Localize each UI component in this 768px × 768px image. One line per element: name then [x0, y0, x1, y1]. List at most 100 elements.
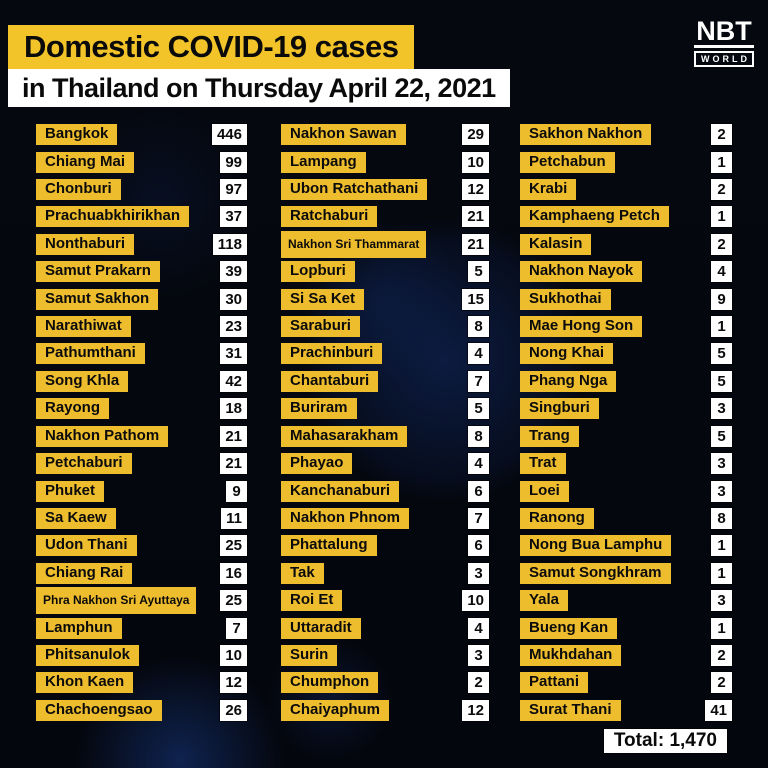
table-row: Pattani 2 — [520, 672, 732, 694]
province-label: Khon Kaen — [36, 672, 134, 694]
case-count: 23 — [220, 316, 247, 338]
table-row: Surin 3 — [281, 644, 489, 666]
case-count: 2 — [711, 672, 732, 694]
table-row: Lamphun 7 — [36, 617, 247, 639]
table-row: Phitsanulok 10 — [36, 644, 247, 666]
province-label: Chumphon — [281, 672, 379, 694]
case-count: 30 — [220, 288, 247, 310]
province-label: Singburi — [520, 398, 599, 420]
table-row: Sa Kaew 11 — [36, 507, 247, 529]
case-count: 5 — [711, 370, 732, 392]
case-count: 39 — [220, 261, 247, 283]
province-label: Bueng Kan — [520, 617, 618, 639]
case-count: 10 — [462, 590, 489, 612]
province-label: Chachoengsao — [36, 699, 162, 721]
province-label: Phitsanulok — [36, 644, 140, 666]
table-row: Mukhdahan 2 — [520, 644, 732, 666]
case-count: 4 — [468, 343, 489, 365]
province-label: Kalasin — [520, 233, 592, 255]
province-label: Chaiyaphum — [281, 699, 390, 721]
table-row: Prachinburi 4 — [281, 343, 489, 365]
province-label: Trang — [520, 425, 579, 447]
table-row: Uttaradit 4 — [281, 617, 489, 639]
province-label: Prachinburi — [281, 343, 383, 365]
table-row: Chiang Rai 16 — [36, 562, 247, 584]
table-row: Samut Songkhram 1 — [520, 562, 732, 584]
nbt-world-logo: NBT WORLD — [694, 18, 754, 67]
table-row: Song Khla 42 — [36, 370, 247, 392]
case-count: 2 — [711, 233, 732, 255]
table-row: Mae Hong Son 1 — [520, 316, 732, 338]
case-count: 25 — [220, 590, 247, 612]
table-row: Trang 5 — [520, 425, 732, 447]
province-label: Nong Bua Lamphu — [520, 535, 672, 557]
province-label: Lamphun — [36, 617, 122, 639]
case-count: 42 — [220, 370, 247, 392]
province-label: Rayong — [36, 398, 110, 420]
case-count: 7 — [468, 507, 489, 529]
case-count: 3 — [468, 562, 489, 584]
province-label: Sukhothai — [520, 288, 611, 310]
table-row: Phra Nakhon Sri Ayuttaya 25 — [36, 587, 247, 615]
page-title: Domestic COVID-19 cases — [8, 25, 415, 69]
table-row: Surat Thani 41 — [520, 699, 732, 721]
case-count: 31 — [220, 343, 247, 365]
case-count: 9 — [226, 480, 247, 502]
case-count: 25 — [220, 535, 247, 557]
province-label: Ubon Ratchathani — [281, 179, 428, 201]
province-label: Phuket — [36, 480, 105, 502]
table-row: Rayong 18 — [36, 398, 247, 420]
case-count: 3 — [711, 480, 732, 502]
province-column-1: Bangkok 446 Chiang Mai 99 Chonburi 97 Prachuab… — [36, 121, 247, 724]
province-label: Chantaburi — [281, 370, 379, 392]
case-count: 1 — [711, 617, 732, 639]
case-count: 4 — [468, 453, 489, 475]
province-label: Bangkok — [36, 124, 118, 146]
total-badge: Total: 1,470 — [603, 729, 727, 753]
case-count: 21 — [220, 453, 247, 475]
province-label: Saraburi — [281, 316, 360, 338]
table-row: Pathumthani 31 — [36, 343, 247, 365]
case-count: 8 — [468, 316, 489, 338]
case-count: 11 — [221, 507, 247, 529]
table-row: Chumphon 2 — [281, 672, 489, 694]
province-label: Narathiwat — [36, 316, 131, 338]
case-count: 8 — [468, 425, 489, 447]
table-row: Nakhon Sawan 29 — [281, 124, 489, 146]
table-row: Chachoengsao 26 — [36, 699, 247, 721]
table-row: Roi Et 10 — [281, 590, 489, 612]
province-label: Petchaburi — [36, 453, 132, 475]
province-label: Yala — [520, 590, 569, 612]
table-row: Nakhon Nayok 4 — [520, 261, 732, 283]
table-row: Sukhothai 9 — [520, 288, 732, 310]
province-label: Uttaradit — [281, 617, 361, 639]
case-count: 5 — [711, 343, 732, 365]
table-row: Chiang Mai 99 — [36, 151, 247, 173]
province-label: Sakhon Nakhon — [520, 124, 652, 146]
case-count: 97 — [220, 179, 247, 201]
table-row: Buriram 5 — [281, 398, 489, 420]
page-subtitle: in Thailand on Thursday April 22, 2021 — [8, 69, 510, 107]
case-count: 4 — [711, 261, 732, 283]
table-row: Ratchaburi 21 — [281, 206, 489, 228]
case-count: 2 — [468, 672, 489, 694]
province-label: Krabi — [520, 179, 577, 201]
province-label: Samut Songkhram — [520, 562, 671, 584]
case-count: 15 — [462, 288, 489, 310]
case-count: 6 — [468, 480, 489, 502]
province-label: Petchabun — [520, 151, 615, 173]
table-row: Phayao 4 — [281, 453, 489, 475]
case-count: 5 — [468, 261, 489, 283]
table-row: Narathiwat 23 — [36, 316, 247, 338]
province-label: Chiang Mai — [36, 151, 135, 173]
table-row: Nong Bua Lamphu 1 — [520, 535, 732, 557]
table-row: Khon Kaen 12 — [36, 672, 247, 694]
table-row: Ubon Ratchathani 12 — [281, 179, 489, 201]
table-row: Chaiyaphum 12 — [281, 699, 489, 721]
province-label: Kanchanaburi — [281, 480, 400, 502]
table-row: Kalasin 2 — [520, 233, 732, 255]
province-label: Mukhdahan — [520, 644, 622, 666]
case-count: 12 — [220, 672, 247, 694]
case-count: 1 — [711, 151, 732, 173]
